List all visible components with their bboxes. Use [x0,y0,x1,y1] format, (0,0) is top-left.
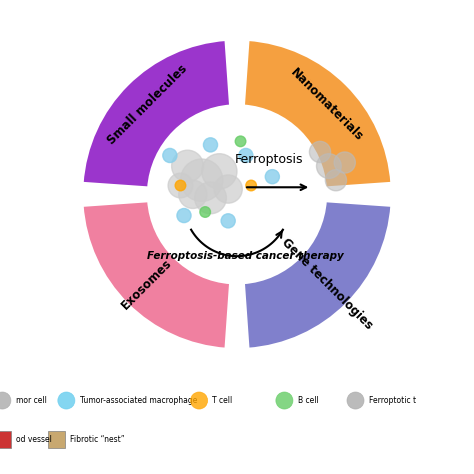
Circle shape [214,175,242,203]
Circle shape [347,392,364,409]
Text: Nanomaterials: Nanomaterials [288,65,366,143]
Circle shape [317,154,341,178]
Circle shape [325,170,346,191]
Circle shape [163,148,177,163]
Circle shape [276,392,293,409]
Text: Exosomes: Exosomes [119,256,175,312]
Circle shape [203,138,218,152]
Circle shape [201,154,237,189]
Circle shape [221,214,235,228]
Text: T cell: T cell [212,396,233,405]
Circle shape [168,173,193,198]
Circle shape [239,148,253,163]
Circle shape [0,392,11,409]
Circle shape [175,180,186,191]
Bar [0,431,11,448]
Wedge shape [243,201,392,349]
Wedge shape [82,39,231,188]
Text: Small molecules: Small molecules [105,62,190,147]
Text: od vessel: od vessel [16,435,52,444]
Circle shape [149,106,325,283]
Circle shape [58,392,75,409]
Circle shape [200,207,210,217]
Circle shape [191,392,208,409]
Circle shape [310,141,331,163]
Wedge shape [243,39,392,188]
Circle shape [246,180,256,191]
Wedge shape [82,201,231,349]
Text: Ferroptosis: Ferroptosis [235,153,303,165]
Circle shape [265,170,279,184]
Circle shape [179,180,207,209]
Bar [48,431,65,448]
Circle shape [172,150,203,182]
Circle shape [195,182,227,214]
Circle shape [181,159,223,201]
Text: Fibrotic “nest”: Fibrotic “nest” [70,435,125,444]
Text: Ferroptosis-based cancer therapy: Ferroptosis-based cancer therapy [147,251,344,261]
Circle shape [235,136,246,146]
Text: mor cell: mor cell [16,396,46,405]
Text: Tumor-associated macrophage: Tumor-associated macrophage [80,396,197,405]
Text: B cell: B cell [298,396,319,405]
Circle shape [334,152,356,173]
Text: Gene technologies: Gene technologies [279,236,375,332]
Text: Ferroptotic t: Ferroptotic t [369,396,416,405]
Circle shape [177,209,191,223]
